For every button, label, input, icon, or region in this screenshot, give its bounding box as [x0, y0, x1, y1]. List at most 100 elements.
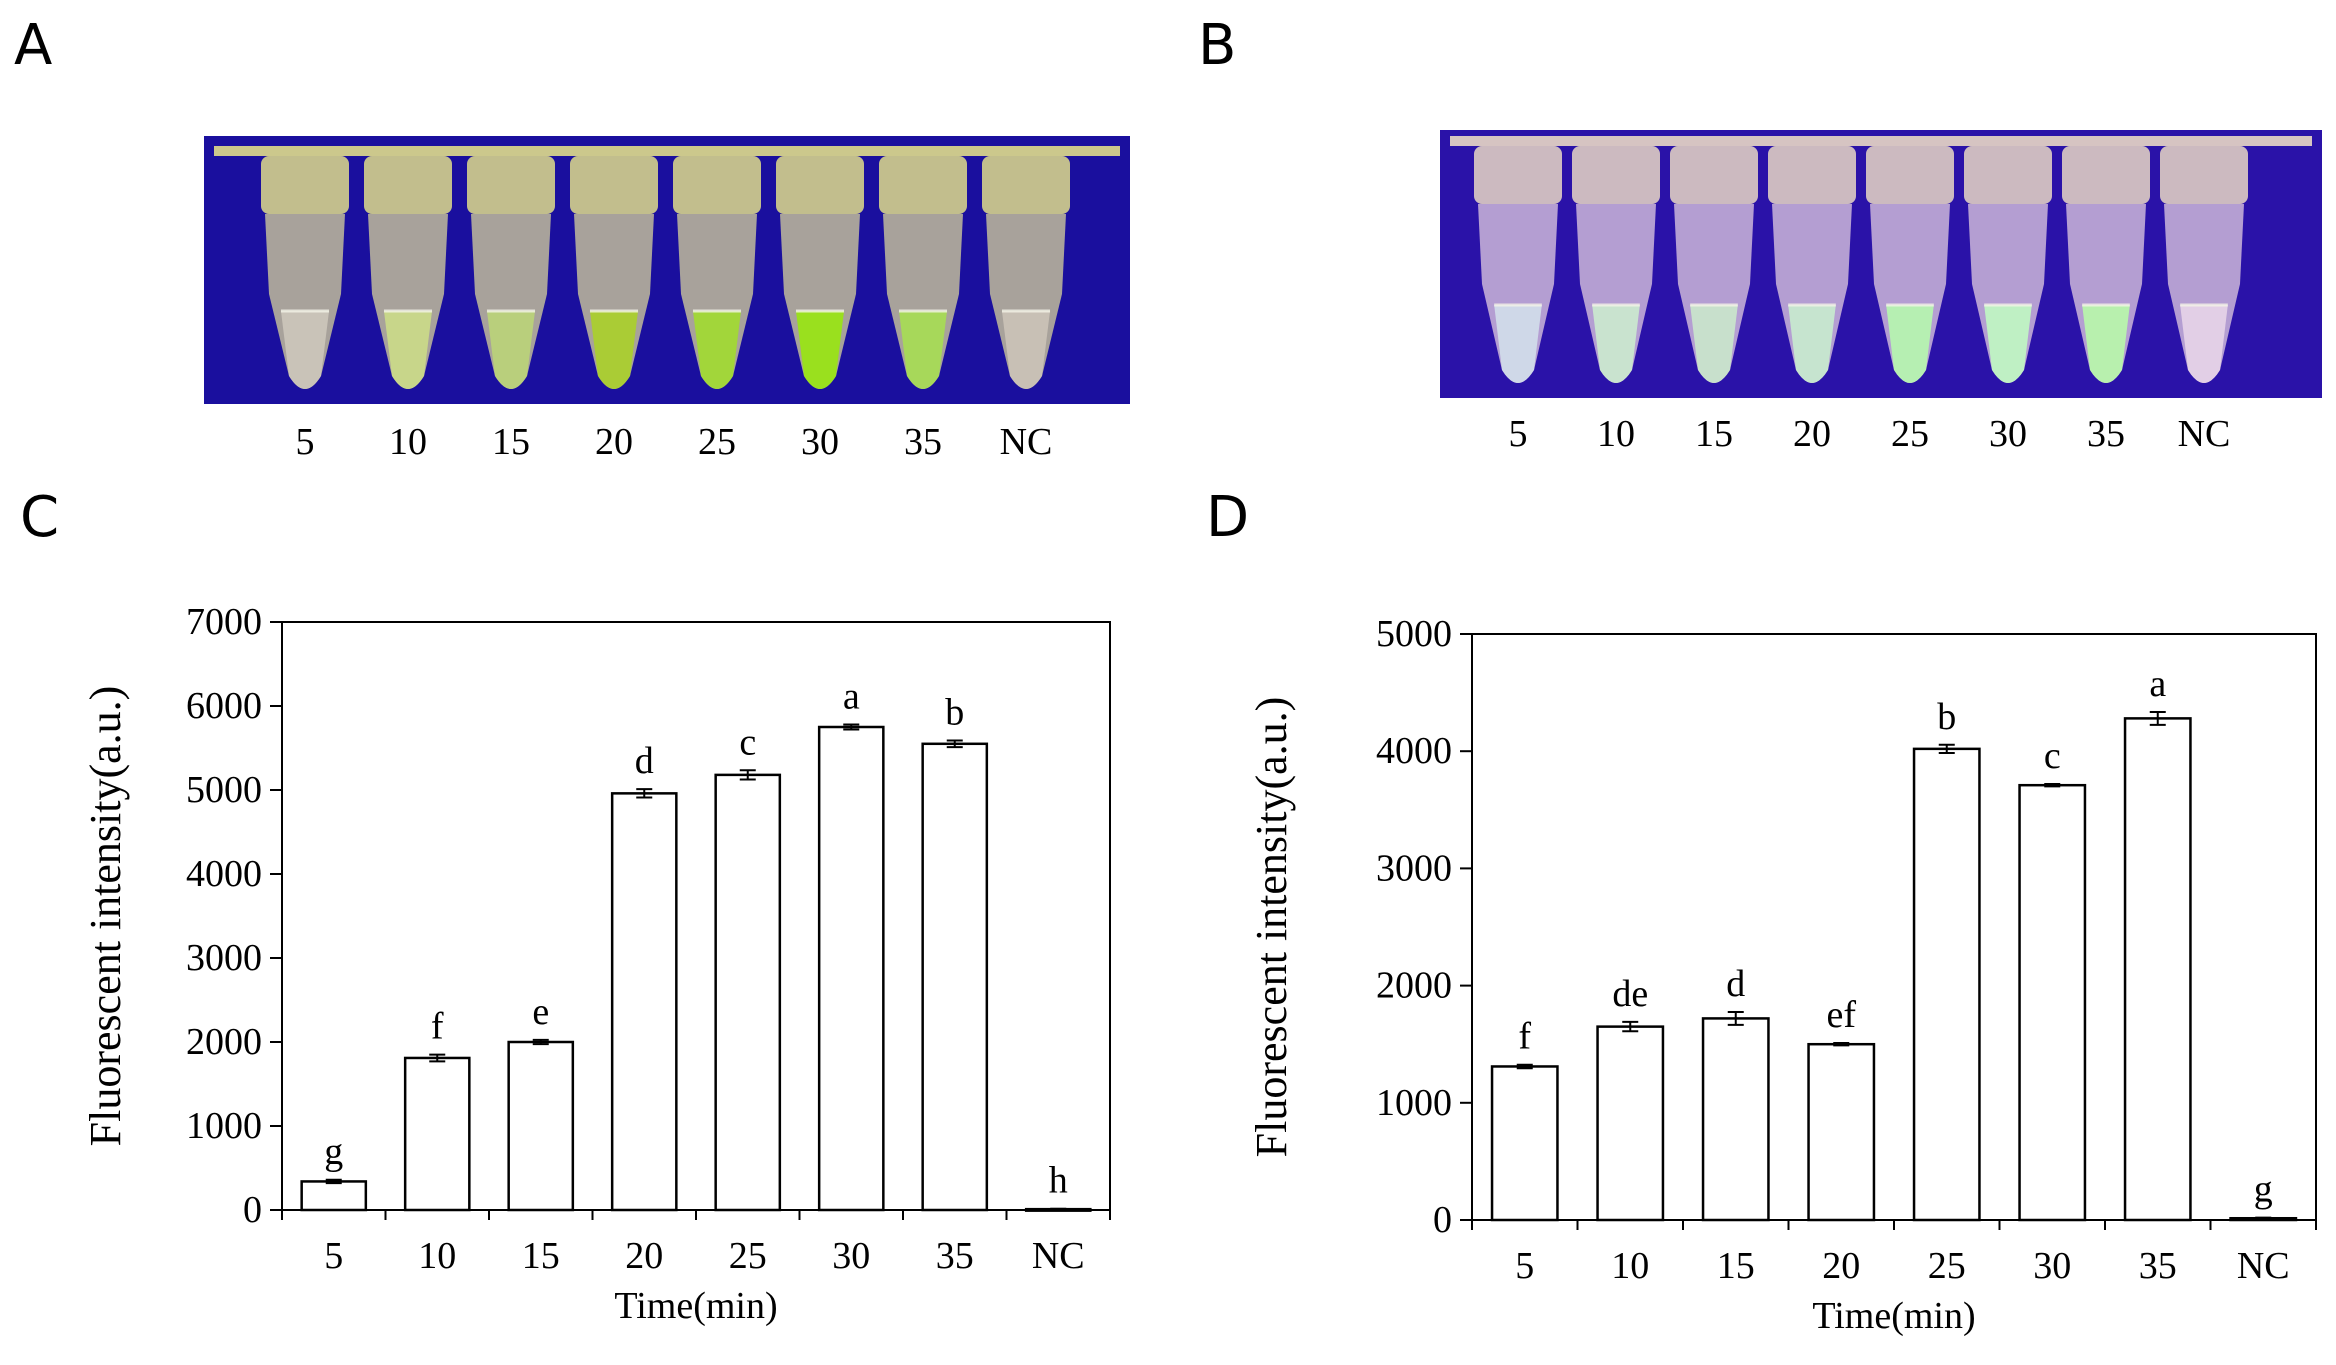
tube-body: [1968, 204, 2048, 383]
significance-letter: ef: [1826, 994, 1856, 1036]
significance-letter: de: [1612, 973, 1648, 1015]
panel-letter-b: B: [1198, 13, 1237, 78]
tube-label: 5: [1508, 413, 1528, 455]
x-tick-label: NC: [2237, 1245, 2290, 1287]
tube-body: [1478, 204, 1558, 383]
bar-35: [921, 742, 989, 1212]
tube-cap: [364, 156, 452, 214]
tube-cap: [1768, 146, 1856, 204]
tube-cap: [1572, 146, 1660, 204]
panel-letter-a: A: [14, 13, 53, 78]
tube-liquid: [795, 311, 845, 389]
significance-letter: f: [1518, 1016, 1531, 1058]
tube-liquid: [1886, 305, 1934, 383]
tube-photo-b-image: [1440, 130, 2322, 398]
tube-body: [677, 214, 757, 389]
y-tick-label: 3000: [186, 937, 262, 979]
bar-chart-c-svg: 0 1000 2000 3000 4000 5000 6000 7000 g 5 f 10 e 15 d 20…: [81, 601, 1111, 1327]
tube-cap: [1670, 146, 1758, 204]
tube-3: [467, 156, 555, 389]
tube-label: 10: [389, 421, 427, 463]
tube-body: [1674, 204, 1754, 383]
tube-liquid: [589, 311, 639, 389]
tube-6: [776, 156, 864, 389]
tube-liquid: [1788, 305, 1836, 383]
tube-7: [2062, 146, 2150, 383]
y-axis-label: Fluorescent intensity(a.u.): [1247, 697, 1296, 1158]
tube-4: [570, 156, 658, 389]
x-axis-label: Time(min): [1812, 1295, 1975, 1337]
tube-liquid: [383, 311, 433, 389]
tube-liquid: [2082, 305, 2130, 383]
tube-label: 35: [2087, 413, 2125, 455]
x-tick-label: 20: [625, 1235, 663, 1277]
tube-label: 15: [1695, 413, 1733, 455]
tube-body: [1772, 204, 1852, 383]
tube-body: [265, 214, 345, 389]
tube-label: 15: [492, 421, 530, 463]
x-tick-label: 20: [1822, 1245, 1860, 1287]
bar-20: [1807, 1042, 1876, 1222]
tube-liquid: [1001, 311, 1051, 389]
tube-label: 35: [904, 421, 942, 463]
tube-cap: [879, 156, 967, 214]
bar-10: [1596, 1025, 1665, 1222]
tube-liquid: [2180, 305, 2228, 383]
panel-letter-d: D: [1206, 485, 1250, 550]
tube-label: 30: [801, 421, 839, 463]
tube-body: [368, 214, 448, 389]
tube-liquid: [1690, 305, 1738, 383]
tube-liquid: [486, 311, 536, 389]
tube-cap: [1964, 146, 2052, 204]
bar-15: [507, 1040, 575, 1212]
y-tick-label: 7000: [186, 601, 262, 643]
tube-cap: [570, 156, 658, 214]
significance-letter: b: [945, 691, 964, 733]
tube-rack-strip: [1450, 136, 2312, 146]
tube-liquid: [1494, 305, 1542, 383]
significance-letter: h: [1049, 1160, 1068, 1202]
x-tick-label: 35: [2139, 1245, 2177, 1287]
tube-label: 25: [698, 421, 736, 463]
tube-4: [1768, 146, 1856, 383]
tube-label: 20: [1793, 413, 1831, 455]
bar-30: [2018, 783, 2087, 1222]
x-tick-label: 25: [729, 1235, 767, 1277]
tube-cap: [2160, 146, 2248, 204]
tube-label: 10: [1597, 413, 1635, 455]
tube-label: NC: [999, 421, 1053, 463]
bar-chart-c: 0 1000 2000 3000 4000 5000 6000 7000 g 5 f 10 e 15 d 20…: [0, 560, 1168, 1360]
bar-chart-d-svg: 0 1000 2000 3000 4000 5000 f 5 de 10 d 15 ef 20 b 25 c 30…: [1247, 613, 2317, 1337]
y-tick-label: 1000: [186, 1105, 262, 1147]
panel-letter-c: C: [20, 485, 60, 550]
tube-cap: [467, 156, 555, 214]
tube-photo-a-image: [204, 136, 1130, 404]
significance-letter: b: [1937, 696, 1956, 738]
significance-letter: d: [1726, 963, 1745, 1005]
tube-liquid: [280, 311, 330, 389]
x-tick-label: 35: [936, 1235, 974, 1277]
photo-background: [204, 136, 1130, 404]
bar-25: [1912, 747, 1981, 1222]
x-tick-label: 10: [418, 1235, 456, 1277]
tube-label: 25: [1891, 413, 1929, 455]
tube-photo-a: [204, 136, 1130, 404]
tube-label: 20: [595, 421, 633, 463]
tube-body: [1870, 204, 1950, 383]
tube-body: [986, 214, 1066, 389]
tube-body: [471, 214, 551, 389]
tube-cap: [1474, 146, 1562, 204]
tube-rack-strip: [214, 146, 1120, 156]
tube-body: [2164, 204, 2244, 383]
y-tick-label: 6000: [186, 685, 262, 727]
bar-10: [403, 1056, 471, 1212]
tube-label: NC: [2177, 413, 2231, 455]
tube-cap: [1866, 146, 1954, 204]
tube-5: [673, 156, 761, 389]
significance-letter: g: [2254, 1169, 2273, 1211]
tube-2: [1572, 146, 1660, 383]
significance-letter: a: [2149, 663, 2166, 705]
y-tick-label: 2000: [1376, 965, 1452, 1007]
significance-letter: f: [431, 1006, 444, 1048]
tube-8: [2160, 146, 2248, 383]
